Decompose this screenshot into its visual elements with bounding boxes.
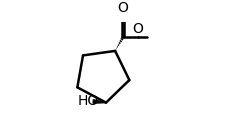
Text: HO: HO — [77, 94, 98, 108]
Text: O: O — [117, 1, 128, 15]
Polygon shape — [93, 100, 106, 103]
Text: O: O — [132, 22, 143, 36]
